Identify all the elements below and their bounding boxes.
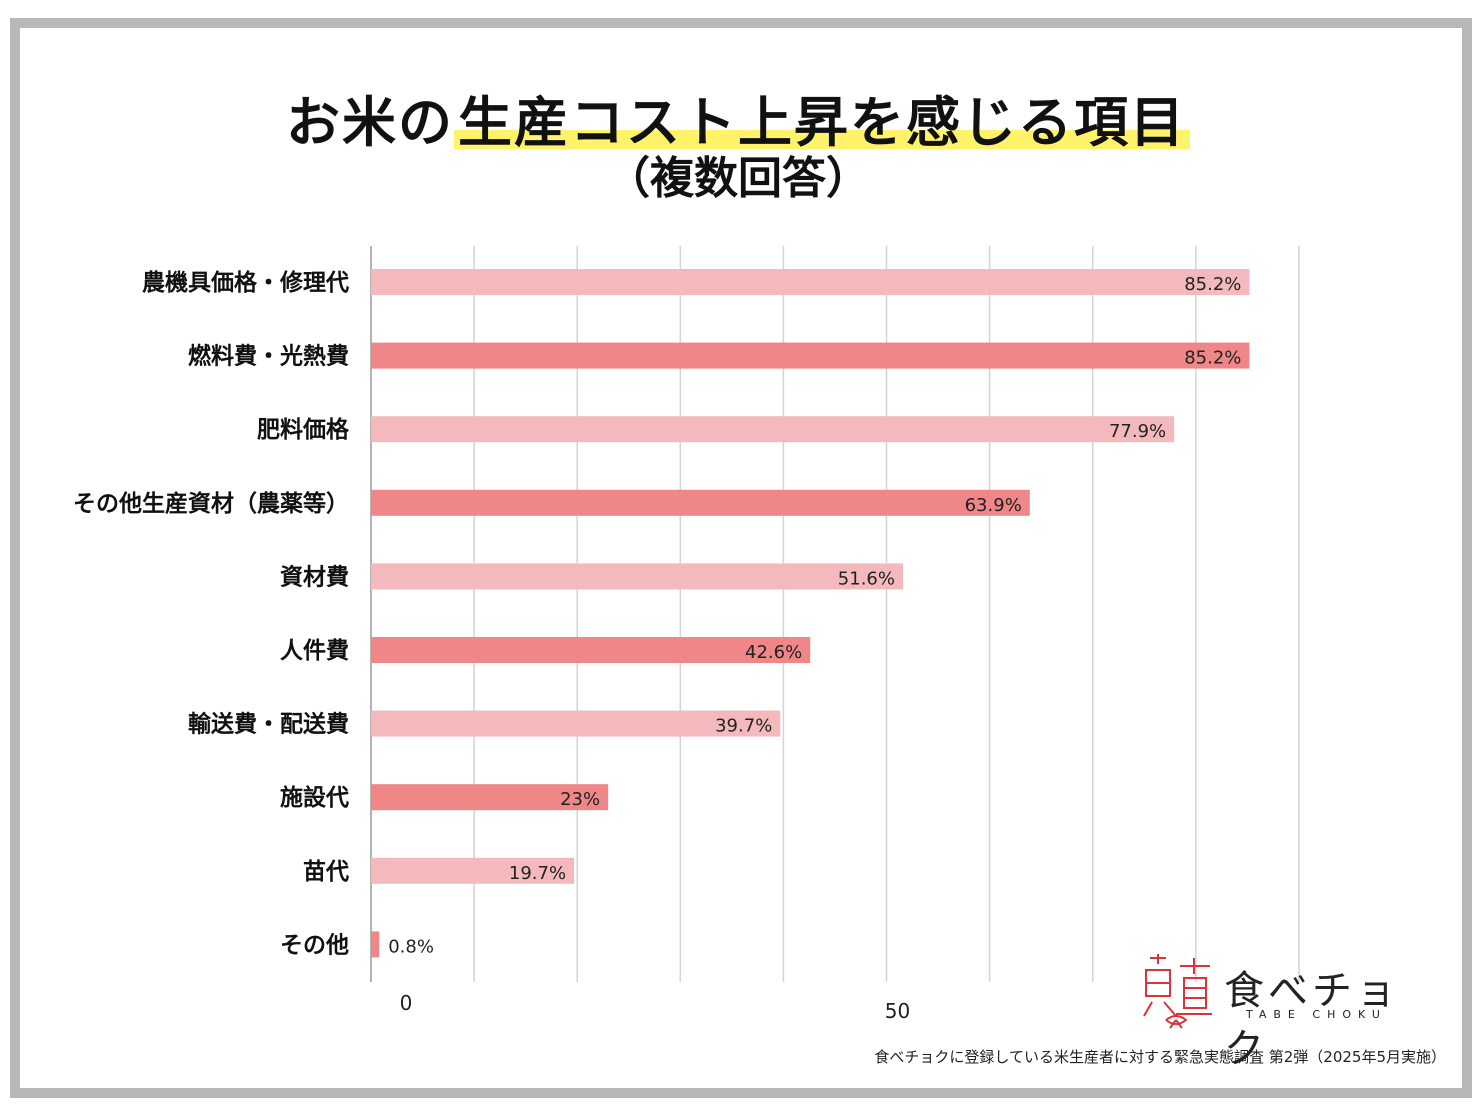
bar xyxy=(371,637,811,663)
category-label: 燃料費・光熱費 xyxy=(188,343,349,370)
value-label: 39.7% xyxy=(715,716,772,737)
category-label: 輸送費・配送費 xyxy=(188,711,349,738)
value-label: 23% xyxy=(560,789,600,810)
chart-frame xyxy=(10,18,1472,1098)
bar xyxy=(371,269,1250,295)
bar xyxy=(371,857,575,884)
value-label: 42.6% xyxy=(745,642,802,663)
category-label: 資材費 xyxy=(280,563,349,590)
category-label: 肥料価格 xyxy=(257,416,350,443)
value-label: 51.6% xyxy=(838,568,895,589)
bar xyxy=(371,563,903,590)
category-label: 農機具価格・修理代 xyxy=(142,269,349,296)
value-label: 0.8% xyxy=(388,936,434,957)
value-label: 85.2% xyxy=(1184,274,1241,295)
title-highlight: 生産コスト上昇を感じる項目 xyxy=(454,91,1190,154)
category-label: 苗代 xyxy=(303,859,349,885)
value-label: 19.7% xyxy=(509,863,566,884)
bar xyxy=(371,342,1250,369)
value-label: 63.9% xyxy=(965,495,1022,516)
chart-title: お米の生産コスト上昇を感じる項目 xyxy=(0,78,1476,157)
value-label: 77.9% xyxy=(1109,421,1166,442)
logo-text: 食べチョク xyxy=(1224,968,1400,1072)
source-footnote: 食べチョクに登録している米生産者に対する緊急実態調査 第2弾（2025年5月実施… xyxy=(874,1048,1446,1066)
category-label: 施設代 xyxy=(280,784,349,811)
bar xyxy=(371,784,609,811)
tabechoku-logo: 食べチョク TABE CHOKU xyxy=(1136,950,1426,1072)
category-label: その他生産資材（農薬等） xyxy=(73,490,349,517)
bar xyxy=(371,416,1175,443)
title-prefix: お米の xyxy=(286,91,454,154)
tick-label: 0 xyxy=(400,991,413,1015)
bar xyxy=(371,489,1030,516)
category-label: 人件費 xyxy=(280,638,349,664)
bar xyxy=(371,710,781,737)
logo-subtext: TABE CHOKU xyxy=(1246,1008,1387,1021)
tick-label: 50 xyxy=(885,999,910,1023)
logo-mark-icon xyxy=(1143,954,1212,1029)
category-label: その他 xyxy=(280,932,349,958)
bar xyxy=(371,931,380,958)
value-label: 85.2% xyxy=(1184,348,1241,369)
chart-subtitle: （複数回答） xyxy=(606,153,870,204)
